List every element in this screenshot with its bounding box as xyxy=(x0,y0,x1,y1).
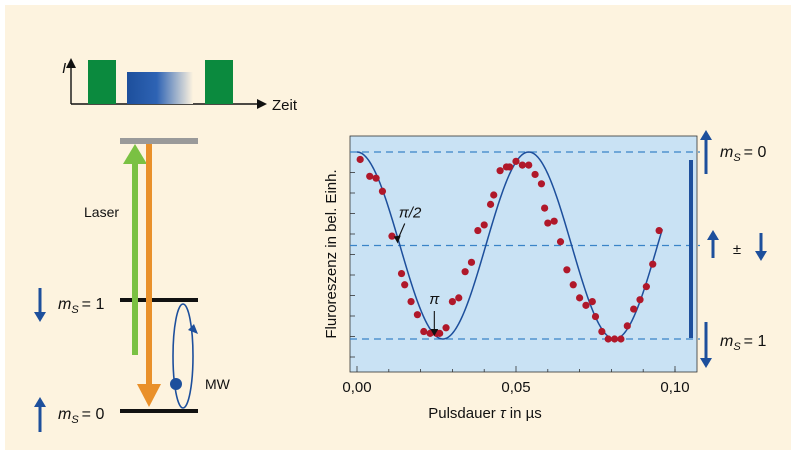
data-point xyxy=(544,219,552,227)
rabi-chart: 0,00 0,05 0,10 π/2 π Pulsdauer τ in µs Flur… xyxy=(323,135,700,422)
data-point xyxy=(401,281,409,289)
ms0-spin-arrow-head xyxy=(34,397,46,407)
data-point xyxy=(576,294,584,302)
pulse-sequence: I Zeit xyxy=(62,58,298,114)
data-point xyxy=(397,269,406,278)
data-point xyxy=(480,221,488,229)
y-axis-label: Fluroreszenz in bel. Einh. xyxy=(323,169,340,338)
data-point xyxy=(537,180,546,188)
ms0-level xyxy=(120,409,198,413)
microwave-loop xyxy=(172,303,194,409)
x-axis-label: Pulsdauer τ in µs xyxy=(428,405,542,422)
data-point xyxy=(461,268,469,276)
intensity-axis-label: I xyxy=(62,60,66,77)
ms0-label: mS = 0 xyxy=(58,406,104,426)
laser-label: Laser xyxy=(84,204,119,220)
data-point xyxy=(591,312,600,321)
mid-down-arrow-head xyxy=(755,251,767,261)
pi-annotation: π xyxy=(429,291,440,308)
data-point xyxy=(420,327,428,336)
data-point xyxy=(550,217,558,225)
data-point xyxy=(486,200,495,208)
data-point xyxy=(642,283,650,291)
energy-level-diagram: Laser MW mS = 1 mS = 0 xyxy=(34,138,231,432)
data-point xyxy=(630,305,638,313)
bottom-state-label: mS = 1 xyxy=(720,333,766,353)
data-point xyxy=(388,232,396,240)
y-ticks xyxy=(350,151,355,358)
microwave-pulse xyxy=(127,72,193,104)
data-point xyxy=(442,324,450,332)
x-ticks: 0,00 0,05 0,10 xyxy=(342,366,690,396)
data-point xyxy=(455,294,463,302)
data-point xyxy=(436,329,444,337)
data-point xyxy=(610,335,619,343)
data-point xyxy=(604,335,612,343)
plot-area xyxy=(349,135,698,373)
data-point xyxy=(525,161,533,169)
mid-up-arrow-head xyxy=(707,230,719,240)
fluorescence-arrow-shaft xyxy=(146,144,152,388)
data-point xyxy=(467,258,476,266)
data-point xyxy=(649,260,657,268)
x-tick-label: 0,05 xyxy=(501,379,530,396)
data-point xyxy=(413,311,422,319)
data-point xyxy=(372,174,380,182)
data-point xyxy=(496,167,504,175)
ms1-level xyxy=(120,298,198,302)
reference-lines xyxy=(350,151,700,340)
data-point xyxy=(518,161,526,169)
microwave-ball xyxy=(170,378,182,390)
data-point xyxy=(474,226,482,235)
data-point xyxy=(636,296,644,304)
data-point xyxy=(531,170,539,179)
ms1-label: mS = 1 xyxy=(58,296,104,316)
data-point xyxy=(407,298,415,306)
superposition-symbol: ± xyxy=(733,241,741,258)
data-point xyxy=(569,281,577,289)
laser-pulse-1 xyxy=(88,60,116,104)
data-point xyxy=(588,298,596,306)
x-tick-label: 0,00 xyxy=(342,379,371,396)
annotations: π/2 π xyxy=(393,205,440,336)
top-state-label: mS = 0 xyxy=(720,144,766,164)
ms1-spin-arrow-head xyxy=(34,312,46,322)
microwave-loop-arrowhead xyxy=(188,324,198,334)
pi-half-annotation: π/2 xyxy=(399,205,422,222)
fluorescence-arrow-head xyxy=(137,384,161,407)
laser-pulse-2 xyxy=(205,60,233,104)
top-spin-arrow-head xyxy=(700,130,712,140)
data-point xyxy=(448,298,456,306)
x-tick-label: 0,10 xyxy=(660,379,689,396)
data-point xyxy=(541,204,549,212)
time-axis-label: Zeit xyxy=(272,97,298,114)
data-point xyxy=(563,266,571,274)
data-point xyxy=(617,335,625,343)
data-point xyxy=(623,322,631,330)
pi-pointer-head xyxy=(430,329,439,336)
data-point xyxy=(556,238,565,246)
excited-state-level xyxy=(120,138,198,144)
data-point xyxy=(655,226,663,235)
bottom-spin-arrow-head xyxy=(700,358,712,368)
data-point xyxy=(378,187,387,195)
pi-half-pointer-head xyxy=(393,235,401,244)
spin-state-legend: mS = 0 ± mS = 1 xyxy=(689,130,767,368)
data-point xyxy=(506,163,514,171)
state-range-bar xyxy=(689,160,693,338)
data-point xyxy=(356,155,364,164)
data-point xyxy=(366,172,374,180)
data-point xyxy=(582,301,590,309)
data-point xyxy=(512,157,520,165)
laser-arrow-shaft xyxy=(132,160,138,355)
data-points xyxy=(356,155,663,343)
data-point xyxy=(490,191,498,199)
data-point xyxy=(598,327,606,336)
laser-arrow-head xyxy=(123,144,147,164)
microwave-label: MW xyxy=(205,376,231,392)
